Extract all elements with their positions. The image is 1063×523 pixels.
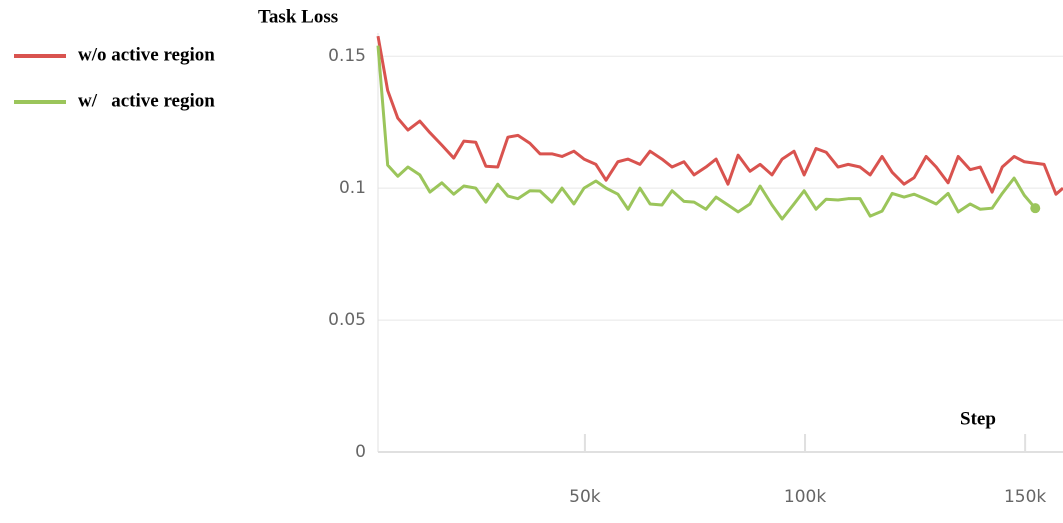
line-series [376, 45, 1037, 221]
legend-label: w/ active region [78, 90, 215, 111]
x-tick-label: 100k [784, 487, 826, 507]
chart-title: Task Loss [258, 6, 338, 27]
line-series [376, 35, 1063, 196]
x-tick-label: 150k [1004, 487, 1046, 507]
legend-label: w/o active region [78, 44, 215, 65]
end-marker [1030, 203, 1041, 214]
x-tick-label: 50k [569, 487, 601, 507]
y-tick-label: 0.05 [328, 310, 366, 330]
y-tick-label: 0 [355, 442, 366, 462]
y-tick-label: 0.15 [328, 46, 366, 66]
y-tick-label: 0.1 [339, 178, 366, 198]
x-axis-label: Step [960, 408, 996, 429]
